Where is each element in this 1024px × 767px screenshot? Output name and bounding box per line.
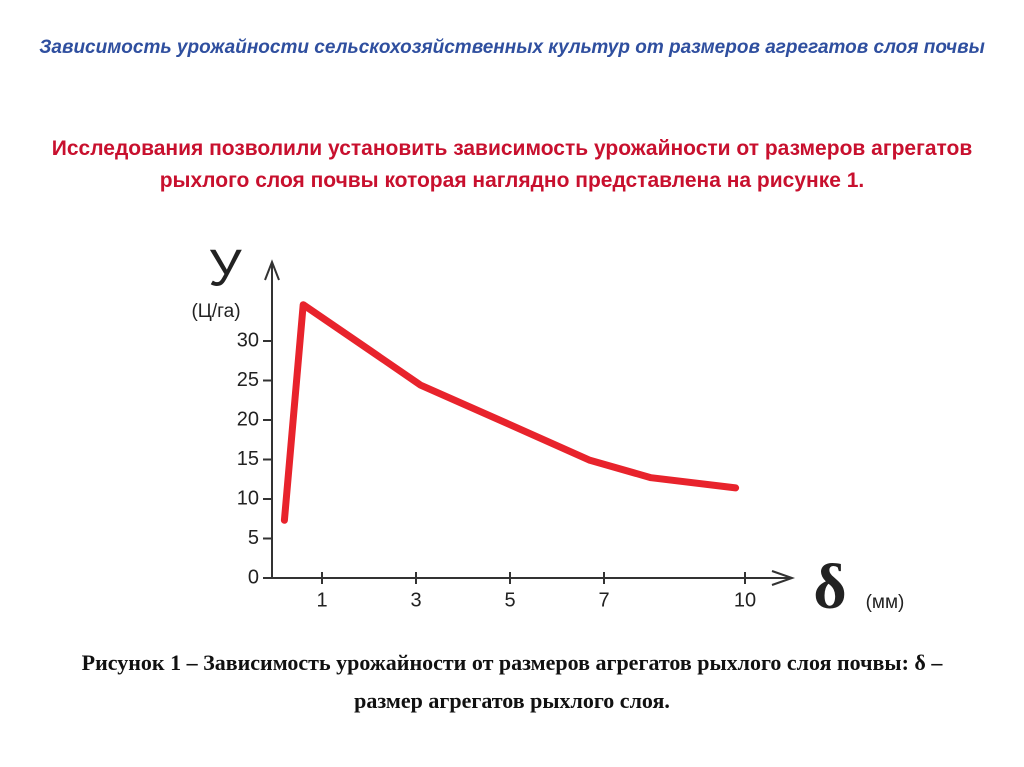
y-tick-label: 10 <box>237 487 259 509</box>
x-axis-arrow <box>771 570 796 586</box>
slide-text: Исследования позволили установить зависи… <box>51 137 973 192</box>
x-tick-label: 5 <box>504 589 515 611</box>
y-tick-label: 15 <box>237 448 259 470</box>
y-axis-unit: (Ц/га) <box>191 301 240 322</box>
x-axis-label: δ <box>813 551 846 622</box>
x-tick-label: 10 <box>734 589 756 611</box>
y-tick-label: 20 <box>237 408 259 430</box>
x-tick-label: 1 <box>316 589 327 611</box>
chart: У (Ц/га) δ (мм) 0 5 10 15 20 25 30 1 3 5 7 10 <box>191 240 905 622</box>
y-tick-label: 5 <box>248 527 259 549</box>
figure-caption: Рисунок 1 – Зависимость урожайности от р… <box>81 650 943 713</box>
y-axis-arrow <box>264 259 280 281</box>
x-tick-label: 3 <box>410 589 421 611</box>
y-axis-label: У <box>208 240 242 298</box>
slide-title: Зависимость урожайности сельскохозяйстве… <box>39 37 985 58</box>
x-tick-label: 7 <box>598 589 609 611</box>
x-axis-unit: (мм) <box>866 592 905 613</box>
y-tick-label: 0 <box>248 566 259 588</box>
data-line <box>280 301 740 524</box>
y-tick-label: 30 <box>237 329 259 351</box>
y-tick-label: 25 <box>237 369 259 391</box>
